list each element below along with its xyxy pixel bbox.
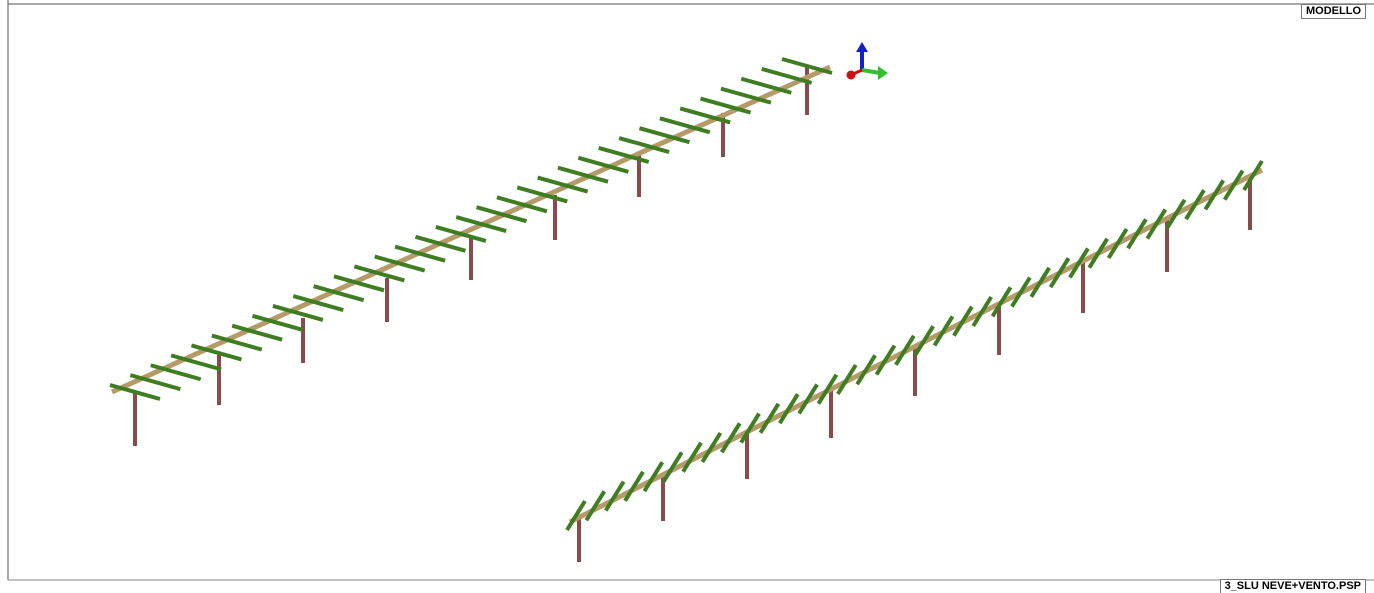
purlin — [1070, 248, 1088, 277]
purlin — [1051, 258, 1069, 287]
model-viewport — [0, 0, 1374, 593]
beam — [112, 67, 830, 392]
purlin — [1128, 219, 1146, 248]
purlin — [1089, 239, 1107, 268]
purlin — [1109, 229, 1127, 258]
purlin — [436, 227, 486, 241]
purlin — [762, 69, 812, 83]
axis-triad — [847, 42, 889, 80]
view-label: MODELLO — [1301, 4, 1366, 19]
app-window: {"header": {"view_label": "MODELLO"}, "f… — [0, 0, 1374, 593]
file-label: 3_SLU NEVE+VENTO.PSP — [1220, 579, 1366, 593]
purlin — [1147, 210, 1165, 239]
structure-model — [110, 59, 1262, 562]
